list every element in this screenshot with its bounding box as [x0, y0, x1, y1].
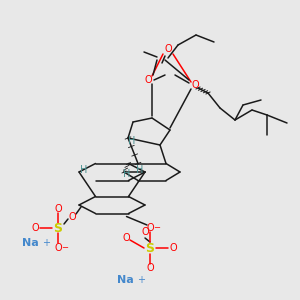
Text: H: H: [123, 169, 131, 179]
Text: −: −: [154, 224, 160, 232]
Text: Na: Na: [117, 275, 134, 285]
Text: +: +: [137, 275, 145, 285]
Text: O: O: [146, 223, 154, 233]
Text: Na: Na: [22, 238, 38, 248]
Text: O: O: [54, 243, 62, 253]
Text: +: +: [42, 238, 50, 248]
Text: H: H: [80, 165, 88, 175]
Text: O: O: [164, 44, 172, 54]
Text: O: O: [122, 233, 130, 243]
Text: S: S: [53, 221, 62, 235]
Text: O: O: [68, 212, 76, 222]
Text: H: H: [136, 165, 144, 175]
Text: O: O: [54, 204, 62, 214]
Text: O: O: [146, 263, 154, 273]
Text: H: H: [128, 136, 136, 146]
Text: S: S: [146, 242, 154, 254]
Text: O: O: [141, 227, 149, 237]
Text: O: O: [144, 75, 152, 85]
Text: O: O: [191, 80, 199, 90]
Text: O: O: [31, 223, 39, 233]
Text: −: −: [61, 244, 68, 253]
Text: O: O: [169, 243, 177, 253]
